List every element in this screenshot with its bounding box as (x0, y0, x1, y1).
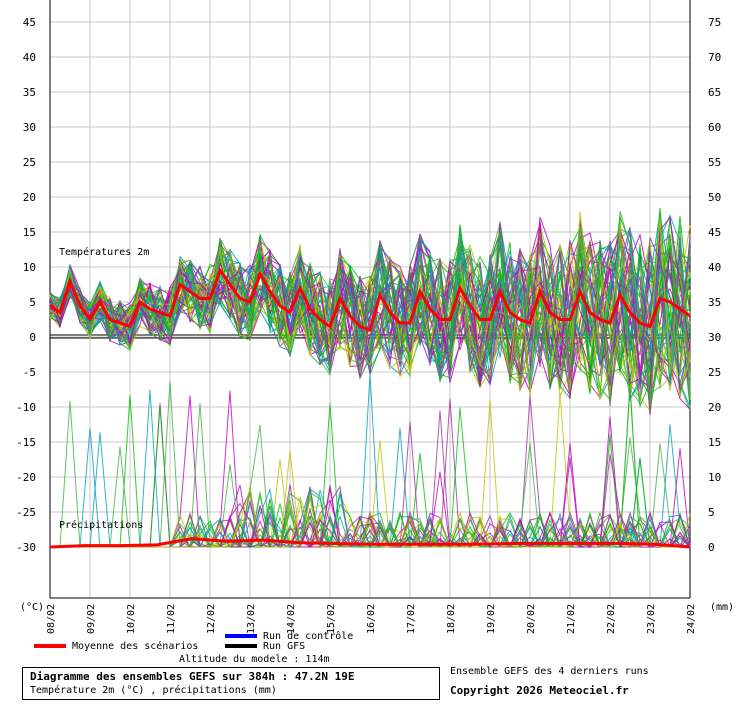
y-left-unit: (°C) (20, 602, 44, 613)
y-left-tick-label: 40 (23, 51, 36, 64)
x-tick-label: 22/02 (606, 604, 617, 634)
x-tick-label: 12/02 (206, 604, 217, 634)
y-left-tick-label: -25 (16, 506, 36, 519)
temperature-member-line (49, 235, 691, 381)
y-right-tick-label: 35 (708, 296, 721, 309)
y-right-tick-label: 50 (708, 191, 721, 204)
y-left-tick-label: -15 (16, 436, 36, 449)
x-tick-label: 16/02 (366, 604, 377, 634)
x-tick-label: 11/02 (166, 604, 177, 634)
x-tick-label: 18/02 (446, 604, 457, 634)
x-tick-label: 17/02 (406, 604, 417, 634)
x-tick-label: 23/02 (646, 604, 657, 634)
y-left-tick-label: -30 (16, 541, 36, 554)
y-right-tick-label: 45 (708, 226, 721, 239)
y-left-tick-label: 5 (29, 296, 36, 309)
x-tick-label: 24/02 (686, 604, 697, 634)
x-tick-label: 15/02 (326, 604, 337, 634)
y-left-tick-label: -20 (16, 471, 36, 484)
x-tick-label: 21/02 (566, 604, 577, 634)
y-right-tick-label: 70 (708, 51, 721, 64)
legend-control: Run de contrôle (225, 631, 353, 642)
precipitation-member-line (50, 399, 690, 548)
y-right-tick-label: 5 (708, 506, 715, 519)
y-right-tick-label: 75 (708, 16, 721, 29)
temperature-member-line (49, 250, 691, 397)
temperature-member-line (49, 211, 691, 403)
legend-gfs: Run GFS (225, 641, 305, 652)
y-right-tick-label: 30 (708, 331, 721, 344)
legend-mean: Moyenne des scénarios (34, 641, 198, 652)
temperature-member-line (49, 222, 691, 396)
precipitation-annotation: Précipitations (59, 519, 143, 531)
temperature-mean-line (49, 267, 691, 332)
y-right-tick-label: 25 (708, 366, 721, 379)
x-tick-label: 19/02 (486, 604, 497, 634)
y-left-tick-label: 25 (23, 156, 36, 169)
y-left-tick-label: 10 (23, 261, 36, 274)
legend-mean-label: Moyenne des scénarios (72, 641, 199, 652)
x-tick-label: 08/02 (46, 604, 57, 634)
temperature-member-line (49, 239, 691, 386)
x-tick-label: 13/02 (246, 604, 257, 634)
y-right-tick-label: 40 (708, 261, 721, 274)
control-swatch (225, 634, 257, 638)
legend-gfs-label: Run GFS (263, 641, 306, 652)
x-tick-label: 10/02 (126, 604, 137, 634)
y-left-tick-label: 15 (23, 226, 36, 239)
y-left-tick-label: 0 (29, 331, 36, 344)
x-tick-label: 09/02 (86, 604, 97, 634)
y-right-tick-label: 10 (708, 471, 721, 484)
y-right-tick-label: 65 (708, 86, 721, 99)
legend-control-label: Run de contrôle (263, 631, 354, 642)
y-right-tick-label: 60 (708, 121, 721, 134)
ensemble-note: Ensemble GEFS des 4 derniers runs (450, 666, 649, 677)
temperature-member-line (49, 224, 691, 408)
y-left-tick-label: -10 (16, 401, 36, 414)
y-right-tick-label: 15 (708, 436, 721, 449)
y-right-unit: (mm) (710, 602, 734, 613)
mean-swatch (34, 644, 66, 648)
chart-subtitle: Température 2m (°C) , précipitations (mm… (30, 685, 277, 696)
temperature-member-line (49, 216, 691, 395)
chart-title: Diagramme des ensembles GEFS sur 384h : … (30, 670, 355, 683)
y-right-tick-label: 0 (708, 541, 715, 554)
x-tick-label: 20/02 (526, 604, 537, 634)
precipitation-mean-line (49, 537, 691, 549)
y-left-tick-label: -5 (23, 366, 36, 379)
altitude-note: Altitude du modele : 114m (179, 654, 330, 665)
y-left-tick-label: 35 (23, 86, 36, 99)
y-left-tick-label: 45 (23, 16, 36, 29)
x-tick-label: 14/02 (286, 604, 297, 634)
gfs-swatch (225, 644, 257, 648)
y-right-tick-label: 20 (708, 401, 721, 414)
y-left-tick-label: 30 (23, 121, 36, 134)
temperature-annotation: Températures 2m (59, 246, 149, 258)
y-left-tick-label: 20 (23, 191, 36, 204)
y-right-tick-label: 55 (708, 156, 721, 169)
copyright: Copyright 2026 Meteociel.fr (450, 684, 629, 697)
title-box: Diagramme des ensembles GEFS sur 384h : … (22, 667, 440, 700)
